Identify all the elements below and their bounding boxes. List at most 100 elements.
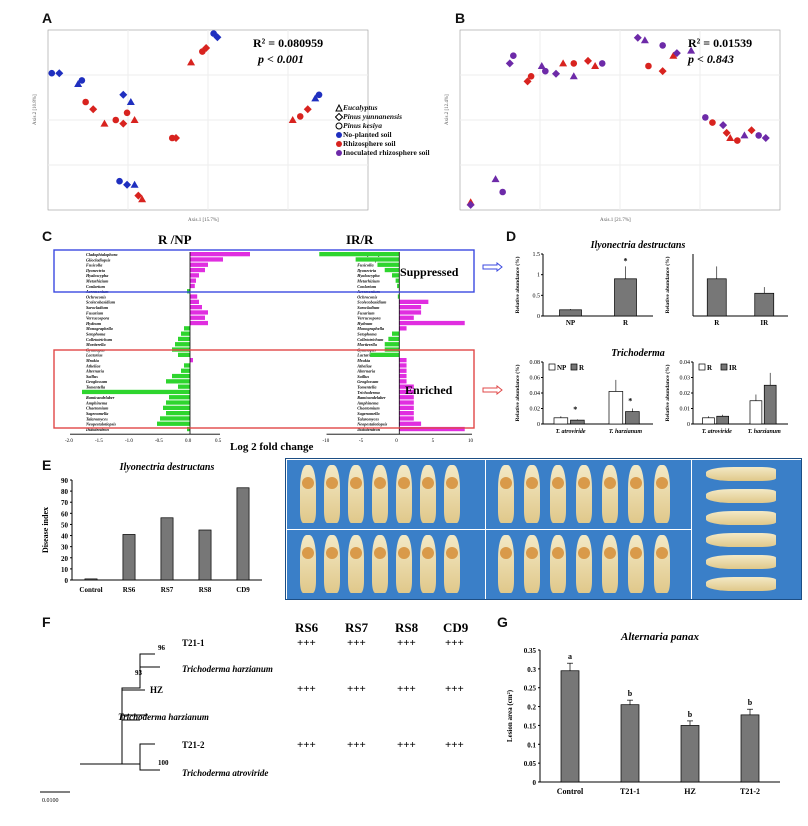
legend-swatch bbox=[570, 363, 578, 371]
legend-item-no-planted: No-planted soil bbox=[335, 130, 430, 139]
bar-c-left bbox=[160, 416, 190, 421]
category-label: T. harzianum bbox=[748, 429, 781, 435]
lesion-spot bbox=[422, 477, 434, 489]
data-point bbox=[100, 119, 109, 127]
plus-grid: +++ +++ +++ +++ +++ +++ +++ +++ +++ +++ +++ +++ bbox=[297, 637, 464, 751]
e-ylabel: Disease index bbox=[41, 507, 50, 553]
legend-label: IR bbox=[729, 364, 738, 372]
bar-c-right bbox=[384, 267, 400, 273]
bar-c-right bbox=[399, 320, 465, 326]
ginseng-root bbox=[524, 465, 540, 523]
genus-label-left: Lactarius bbox=[85, 353, 103, 358]
legend-swatch bbox=[548, 363, 556, 371]
tick-label: 0.35 bbox=[524, 647, 537, 655]
bar-c-right bbox=[399, 416, 414, 421]
g-ylabel: Lesion area (cm²) bbox=[506, 689, 514, 742]
fold-change-chart-c: R /NP IR/R CladophialophoraGliocladiopsi… bbox=[53, 232, 475, 453]
bar-c-left bbox=[190, 257, 223, 262]
bar-c-right bbox=[399, 310, 422, 315]
purple-dot-icon bbox=[336, 149, 342, 156]
genus-label-right: Geoglossum bbox=[357, 379, 379, 384]
d-ylabel: Relative abundance (%) bbox=[664, 364, 671, 421]
grid-a bbox=[48, 30, 368, 210]
sig-label: b bbox=[628, 689, 633, 698]
genus-label-left: Didodendron bbox=[85, 427, 109, 432]
genus-label-right: Lactarius bbox=[356, 353, 374, 358]
data-point bbox=[48, 69, 56, 77]
genus-label-right: Colletotrichum bbox=[357, 337, 384, 342]
legend-swatch bbox=[698, 363, 706, 371]
data-point bbox=[499, 188, 506, 196]
legend-label: NP bbox=[557, 364, 567, 372]
bar-c-right bbox=[399, 315, 414, 320]
genus-label-right: Mrakia bbox=[356, 358, 370, 363]
tick-label-c-left: 0.5 bbox=[215, 439, 222, 444]
bar-c-left bbox=[190, 267, 205, 273]
c-xaxis-title: Log 2 fold change bbox=[230, 441, 314, 453]
root-photo-panel bbox=[285, 458, 802, 600]
genus-label-left: Fusicolla bbox=[86, 263, 102, 268]
data-point bbox=[123, 109, 131, 117]
bar-c-left bbox=[178, 384, 190, 389]
bar-c-right bbox=[388, 336, 400, 342]
d-title: Trichoderma bbox=[611, 348, 665, 359]
arrow-suppressed-icon bbox=[482, 262, 503, 272]
data-point bbox=[633, 33, 642, 42]
bar-c-right bbox=[370, 352, 400, 357]
data-point bbox=[659, 42, 666, 49]
data-point bbox=[552, 69, 560, 78]
tick-label-c-left: -2.0 bbox=[65, 439, 73, 444]
bar-c-right bbox=[399, 326, 407, 331]
genus-label-right: Hydnum bbox=[356, 321, 373, 326]
tick-label: 0.08 bbox=[530, 360, 541, 366]
genus-label-left: Cladophialophora bbox=[86, 252, 117, 257]
genus-label-left: Sarocladium bbox=[86, 305, 109, 310]
panel-label-f: F bbox=[42, 614, 51, 630]
data-point bbox=[658, 67, 667, 76]
ginseng-root bbox=[300, 465, 316, 523]
lesion-spot bbox=[552, 547, 564, 559]
bootstrap-96: 96 bbox=[158, 644, 166, 652]
arrow-enriched-icon bbox=[482, 385, 503, 395]
photo-tile-cd9 bbox=[691, 459, 801, 599]
tick-label: 0 bbox=[65, 577, 69, 585]
genus-label-left: Chaetomium bbox=[86, 406, 109, 411]
genus-label-left: Atheliae bbox=[85, 363, 101, 368]
g-title: Alternaria panax bbox=[620, 631, 699, 643]
data-point bbox=[542, 67, 549, 75]
bar-c-right bbox=[399, 299, 429, 304]
legend-item-pinus-kesiya: Pinus kesiya bbox=[335, 121, 430, 130]
d-ylabel: Relative abundance (%) bbox=[514, 364, 521, 421]
ginseng-root bbox=[372, 535, 388, 593]
bar-c-right bbox=[399, 400, 414, 405]
genus-label-right: Fusicolla bbox=[357, 263, 373, 268]
genus-label-right: Alternaria bbox=[356, 369, 375, 374]
ginseng-root bbox=[576, 465, 592, 523]
legend-item-pinus-yunnanensis: Pinus yunnanensis bbox=[335, 112, 430, 121]
suppressed-box bbox=[53, 249, 475, 293]
xlabel-a: Axis.1 [15.7%] bbox=[188, 218, 219, 223]
genus-label-left: Hyaloscypha bbox=[85, 273, 108, 278]
tick-label: 20 bbox=[61, 555, 69, 563]
ginseng-root bbox=[420, 465, 436, 523]
bar-e bbox=[122, 534, 136, 581]
genus-label-right: Monographella bbox=[356, 326, 384, 331]
plus-mark: +++ bbox=[297, 739, 316, 751]
bar-c-right bbox=[397, 294, 400, 299]
node-tharz-2: Trichoderma harzianum bbox=[118, 712, 209, 722]
data-point bbox=[523, 77, 532, 86]
tick-label: 0.05 bbox=[524, 760, 537, 768]
lesion-spot bbox=[398, 547, 410, 559]
data-point bbox=[719, 121, 728, 130]
genus-label-left: Ramicandelaber bbox=[86, 395, 115, 400]
plus-mark: +++ bbox=[445, 683, 464, 695]
data-point bbox=[466, 200, 475, 209]
genus-label-right: Sarocladium bbox=[357, 305, 380, 310]
genus-label-left: Fusarium bbox=[86, 310, 104, 315]
data-point bbox=[74, 80, 83, 87]
lesion-spot bbox=[302, 477, 314, 489]
data-point bbox=[559, 59, 568, 67]
plus-mark: +++ bbox=[347, 739, 366, 751]
enriched-label: Enriched bbox=[405, 383, 453, 397]
data-point bbox=[199, 48, 206, 55]
